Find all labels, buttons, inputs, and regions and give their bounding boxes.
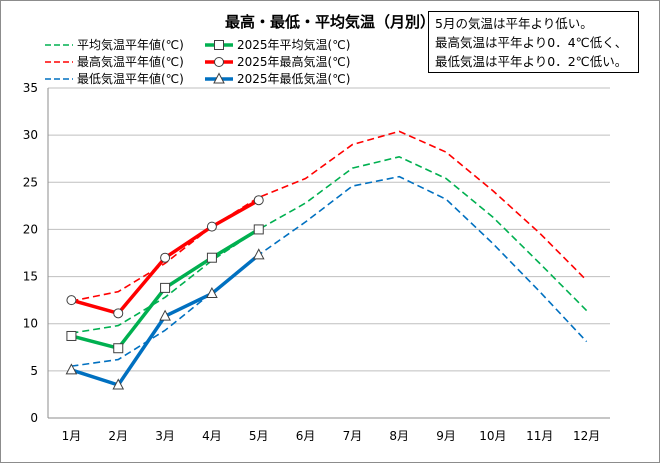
series-3: [66, 195, 264, 319]
square-marker: [66, 330, 77, 341]
annotation-line: 最高気温は平年より0．4℃低く、: [435, 35, 628, 50]
y-tick-label: 10: [23, 317, 38, 331]
annotation-box: 5月の気温は平年より低い。 最高気温は平年より0．4℃低く、 最低気温は平年より…: [428, 11, 639, 73]
triangle-marker: [65, 363, 78, 375]
x-tick-label: 11月: [526, 429, 553, 443]
square-marker: [160, 282, 171, 293]
x-tick-label: 2月: [108, 429, 128, 443]
x-tick-label: 9月: [436, 429, 456, 443]
triangle-marker: [213, 72, 225, 84]
series-5: [65, 248, 265, 390]
circle-marker: [253, 195, 264, 206]
series-4: [71, 175, 588, 367]
circle-marker: [206, 221, 217, 232]
series-lines: [65, 130, 588, 390]
y-tick-label: 20: [23, 222, 38, 236]
legend-entry: 最低気温平年値(℃): [45, 71, 184, 86]
axes: 0 5 10 15 20 25 30 35 1月 2月 3月 4月 5月 6月 7月 8月 9月 10月 11月 12…: [23, 81, 610, 443]
grid: [48, 87, 610, 372]
square-marker: [253, 224, 264, 235]
x-tick-label: 6月: [296, 429, 316, 443]
annotation-line: 最低気温は平年より0．2℃低い。: [435, 54, 628, 69]
x-tick-label: 12月: [573, 429, 600, 443]
series-line: [71, 175, 588, 367]
x-tick-label: 8月: [389, 429, 409, 443]
legend-entry: 平均気温平年値(℃): [45, 37, 184, 52]
circle-marker: [66, 295, 77, 306]
y-tick-label: 5: [30, 364, 38, 378]
circle-marker: [160, 252, 171, 263]
triangle-marker: [159, 309, 171, 321]
x-tick-label: 1月: [62, 429, 82, 443]
circle-marker: [214, 57, 224, 67]
x-tick-label: 4月: [202, 429, 222, 443]
x-tick-label: 5月: [249, 429, 269, 443]
x-tick-label: 10月: [479, 429, 506, 443]
circle-marker: [113, 308, 124, 319]
x-tick-label: 3月: [155, 429, 175, 443]
legend: 平均気温平年値(℃) 2025年平均気温(℃) 最高気温平年値(℃) 2025年最高気…: [45, 37, 350, 86]
legend-entry: 2025年平均気温(℃): [205, 37, 350, 52]
legend-label: 最低気温平年値(℃): [77, 71, 184, 86]
legend-entry: 2025年最高気温(℃): [205, 54, 350, 69]
series-0: [71, 156, 588, 334]
square-marker: [113, 343, 124, 354]
annotation-line: 5月の気温は平年より低い。: [435, 16, 593, 31]
triangle-marker: [112, 378, 125, 390]
legend-label: 最高気温平年値(℃): [77, 54, 184, 69]
y-tick-label: 0: [30, 411, 38, 425]
series-1: [66, 224, 264, 354]
x-tick-label: 7月: [343, 429, 363, 443]
y-tick-label: 30: [23, 128, 38, 142]
legend-label: 2025年最低気温(℃): [237, 71, 350, 86]
square-marker: [206, 252, 217, 263]
legend-label: 平均気温平年値(℃): [77, 37, 184, 52]
chart-title: 最高・最低・平均気温（月別）: [225, 13, 435, 31]
legend-entry: 2025年最低気温(℃): [205, 71, 350, 86]
series-line: [71, 156, 588, 334]
triangle-marker: [252, 248, 265, 260]
y-tick-label: 35: [23, 81, 38, 95]
legend-label: 2025年平均気温(℃): [237, 37, 350, 52]
square-marker: [214, 40, 224, 50]
triangle-marker: [206, 286, 218, 299]
y-tick-label: 25: [23, 175, 38, 189]
legend-label: 2025年最高気温(℃): [237, 54, 350, 69]
legend-entry: 最高気温平年値(℃): [45, 54, 184, 69]
y-tick-label: 15: [23, 270, 38, 284]
